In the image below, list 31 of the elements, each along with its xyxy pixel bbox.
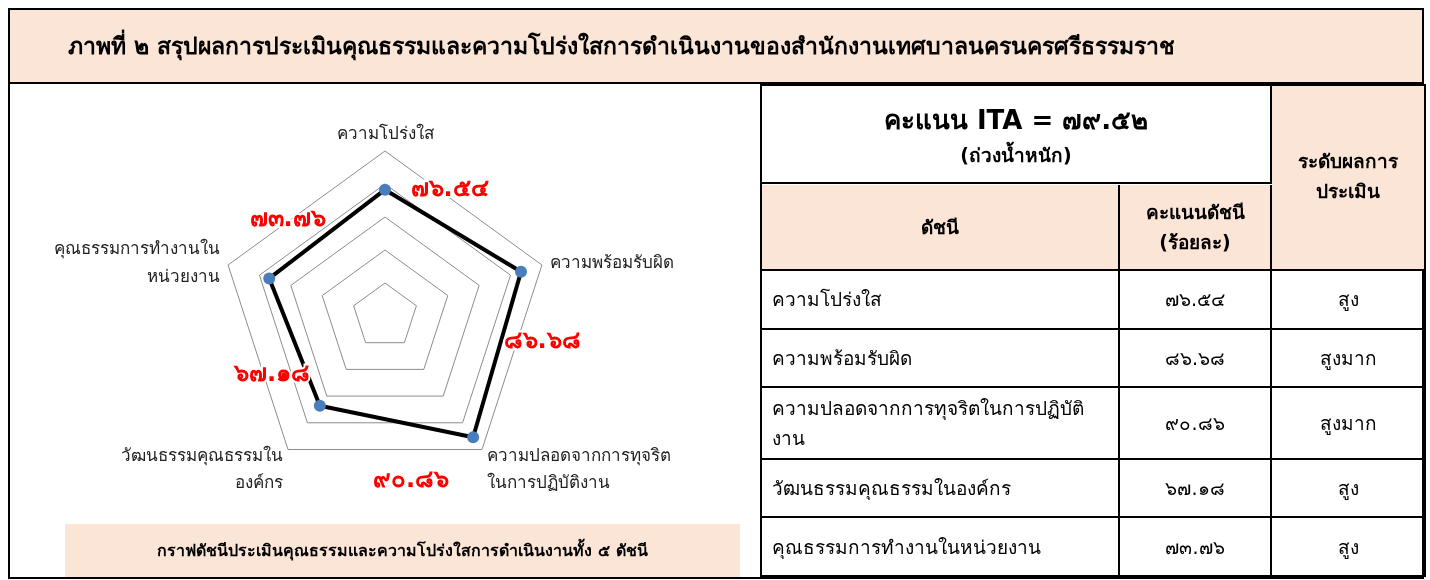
text: วัฒนธรรมคุณธรรมในองค์กร <box>762 459 1120 519</box>
text: สูง <box>1272 271 1426 330</box>
text: ๖๗.๑๘ <box>1120 459 1272 519</box>
spoke-label: ความโปร่งใส <box>336 121 434 145</box>
spoke-label: คุณธรรมการทำงานในหน่วยงาน <box>53 237 221 288</box>
text: สูงมาก <box>1272 388 1426 460</box>
text: (ถ่วงน้ำหนัก) <box>960 140 1072 168</box>
text: ๙๐.๘๖ <box>372 464 450 493</box>
text: สูงมาก <box>1272 329 1426 389</box>
text: สูง <box>1272 459 1426 519</box>
text: กราฟดัชนีประเมินคุณธรรมและความโปร่งใสการดำเนินงานทั้ง ๕ ดัชนี <box>65 524 740 577</box>
text: คะแนนดัชนี (ร้อยละ) <box>1120 184 1272 272</box>
text: คะแนน ITA = ๗๙.๕๒ <box>883 103 1149 137</box>
text: ๗๖.๕๔ <box>410 174 489 203</box>
text: ๘๖.๖๘ <box>1120 329 1272 389</box>
text: ความปลอดจากการทุจริตในการปฏิบัติงาน <box>762 388 1120 460</box>
text: ๙๐.๘๖ <box>1120 388 1272 460</box>
text: สูง <box>1272 518 1426 577</box>
text: ดัชนี <box>762 184 1120 271</box>
text: ความพร้อมรับผิด <box>762 329 1120 389</box>
text: ๗๖.๕๔ <box>1120 271 1272 330</box>
spoke-label: ความปลอดจากการทุจริตในการปฏิบัติงาน <box>486 443 672 495</box>
text: ๘๖.๖๘ <box>503 325 581 354</box>
chart-title: ภาพที่ ๒ สรุปผลการประเมินคุณธรรมและความโปร่งใสการดำเนินงานของสำนักงานเทศบาลนครนครศรีธรรมราช <box>10 10 1422 84</box>
text: ระดับผลการประเมิน <box>1272 86 1426 272</box>
text: ๗๓.๗๖ <box>249 203 326 232</box>
spoke-label: ความพร้อมรับผิด <box>549 250 674 274</box>
text: คุณธรรมการทำงานในหน่วยงาน <box>762 518 1120 577</box>
spoke-label: วัฒนธรรมคุณธรรมในองค์กร <box>120 443 284 495</box>
text: ๗๓.๗๖ <box>1120 518 1272 577</box>
text: ความโปร่งใส <box>762 271 1120 330</box>
